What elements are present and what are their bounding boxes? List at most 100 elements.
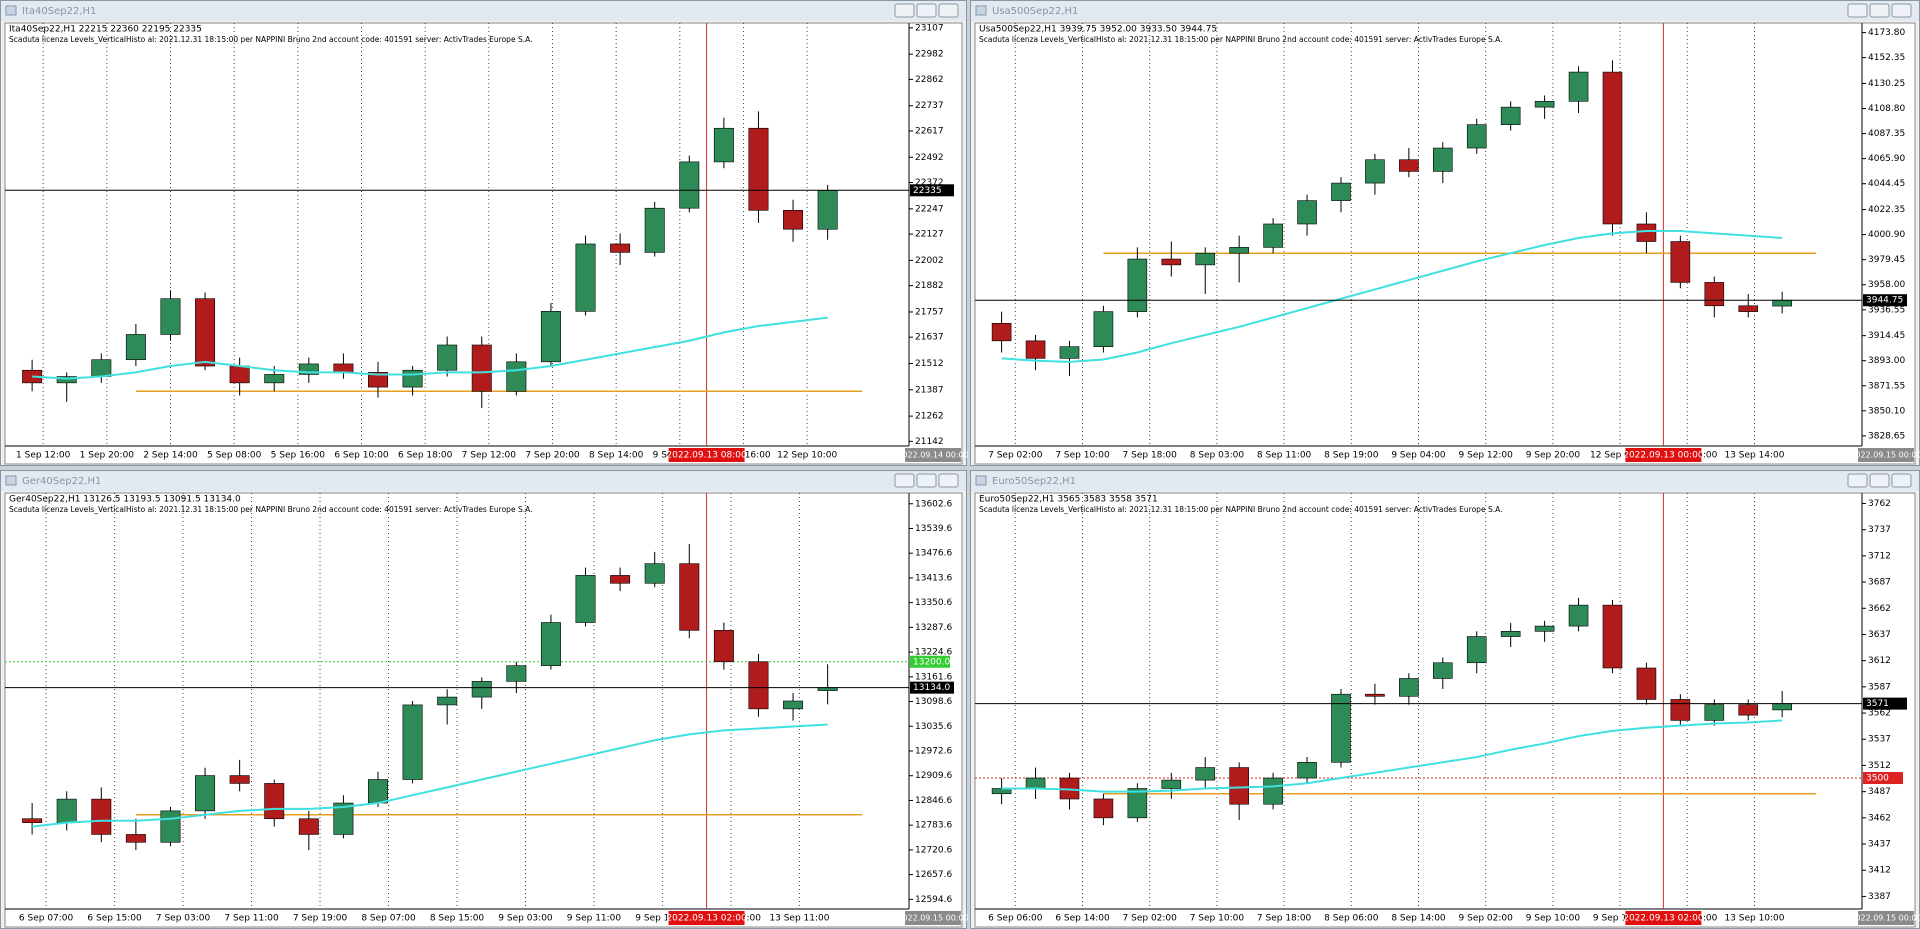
end-label: 2022.09.14 00:00 (897, 451, 968, 460)
x-tick-label: 5 Sep 16:00 (271, 451, 326, 461)
end-label-box (905, 448, 961, 462)
candle-body (1772, 299, 1792, 307)
maximize-button[interactable] (1869, 3, 1890, 18)
candle-body (56, 376, 77, 384)
chart-info: Ger40Sep22,H1 13126.5 13193.5 13091.5 13… (9, 495, 241, 505)
y-tick-label: 3958.00 (1868, 280, 1905, 290)
x-tick-label: 9 Sep 10:00 (1526, 914, 1581, 924)
minimize-button[interactable] (894, 3, 915, 18)
close-button[interactable] (938, 3, 959, 18)
plot-area (4, 22, 963, 465)
x-tick-label: 13 Sep 14:00 (1724, 451, 1784, 461)
current-price-box (1863, 697, 1907, 710)
candle-body (1263, 223, 1283, 248)
maximize-button[interactable] (916, 473, 937, 488)
x-tick-label: 9 Sep 19:00 (635, 914, 690, 924)
x-tick-label: 9 Sep 20:00 (1526, 451, 1581, 461)
candle-body (575, 575, 596, 623)
separator-label: 2022.09.13 00:00 (1623, 451, 1704, 461)
y-tick-label: 22127 (915, 230, 944, 240)
candle-body (644, 207, 665, 253)
maximize-button[interactable] (916, 3, 937, 18)
x-tick-label: 7 Sep 10:00 (1055, 451, 1110, 461)
y-tick-label: 4130.25 (1868, 79, 1905, 89)
minimize-button[interactable] (894, 473, 915, 488)
candle-body (506, 361, 527, 392)
window-title: Euro50Sep22,H1 (992, 476, 1076, 487)
y-tick-label: 3662 (1868, 604, 1891, 614)
current-price-label: 3944.75 (1866, 296, 1903, 306)
candle-body (1161, 258, 1182, 266)
y-tick-label: 21637 (915, 333, 944, 343)
y-tick-label: 4044.45 (1868, 179, 1905, 189)
x-tick-label: 6 Sep 07:00 (19, 914, 74, 924)
y-tick-label: 21882 (915, 281, 944, 291)
y-tick-label: 21387 (915, 385, 944, 395)
end-label: 2022.09.15 00:00 (1850, 914, 1920, 923)
license-notice: Scaduta licenza Levels_VerticalHisto al:… (9, 35, 532, 44)
candle-body (125, 834, 146, 843)
level-label: 3500 (1866, 774, 1889, 784)
close-button[interactable] (1891, 3, 1912, 18)
x-tick-label: 8 Sep 14:00 (589, 451, 644, 461)
y-tick-label: 3562 (1868, 709, 1891, 719)
separator-label-box (668, 911, 745, 925)
y-tick-label: 3512 (1868, 761, 1891, 771)
candle-body (91, 359, 112, 377)
candle-body (437, 344, 458, 371)
y-tick-label: 3687 (1868, 578, 1891, 588)
candle-body (1670, 241, 1691, 283)
x-tick-label: 13 Sep 11:00 (769, 914, 829, 924)
x-tick-label: 7 Sep 18:00 (1257, 914, 1312, 924)
x-tick-label: 13 Sep 10:00 (1724, 914, 1784, 924)
license-notice: Scaduta licenza Levels_VerticalHisto al:… (979, 505, 1502, 514)
candle-body (1297, 761, 1317, 779)
x-tick-label: 8 Sep 15:00 (430, 914, 485, 924)
candle-body (1636, 667, 1657, 700)
candle-body (1466, 636, 1487, 664)
minimize-button[interactable] (1847, 3, 1868, 18)
candle-body (195, 775, 216, 812)
y-tick-label: 12846.6 (915, 796, 952, 806)
x-tick-label: 8 Sep 06:00 (1324, 914, 1379, 924)
y-tick-label: 12972.6 (915, 746, 952, 756)
x-tick-label: 7 Sep 20:00 (525, 451, 580, 461)
candle-body (1025, 777, 1046, 789)
candle-body (679, 161, 700, 209)
separator-label: 2022.09.13 08:00 (666, 451, 747, 461)
candle-body (264, 783, 285, 820)
candle-body (783, 209, 804, 230)
y-tick-label: 22982 (915, 50, 944, 60)
y-tick-label: 22372 (915, 178, 944, 188)
candle-body (1772, 703, 1792, 711)
title-bar (1, 1, 966, 21)
candle-body (506, 665, 527, 682)
y-tick-label: 4173.80 (1868, 28, 1905, 38)
x-tick-label: 1 Sep 20:00 (80, 451, 135, 461)
y-tick-label: 4022.35 (1868, 205, 1905, 215)
candle-body (1704, 704, 1725, 721)
x-tick-label: 12 Sep 10:00 (777, 451, 837, 461)
y-tick-label: 21757 (915, 307, 944, 317)
candle-body (1704, 282, 1725, 307)
candle-body (298, 818, 319, 835)
maximize-button[interactable] (1869, 473, 1890, 488)
candle-body (817, 190, 838, 230)
close-button[interactable] (938, 473, 959, 488)
plot-area (974, 22, 1916, 465)
separator-label: 2022.09.13 02:00 (1623, 914, 1704, 924)
title-bar (971, 471, 1919, 491)
moving-average (1001, 719, 1783, 793)
chart-info: Euro50Sep22,H1 3565 3583 3558 3571 (979, 495, 1158, 505)
y-tick-label: 3387 (1868, 892, 1891, 902)
close-button[interactable] (1891, 473, 1912, 488)
candle-body (610, 575, 631, 584)
title-bar (971, 1, 1919, 21)
y-tick-label: 22737 (915, 101, 944, 111)
x-tick-label: 2 Sep 14:00 (143, 451, 198, 461)
minimize-button[interactable] (1847, 473, 1868, 488)
y-tick-label: 4065.90 (1868, 154, 1905, 164)
candle-body (1229, 767, 1249, 805)
candle-body (160, 810, 181, 843)
candle-body (1093, 311, 1114, 347)
